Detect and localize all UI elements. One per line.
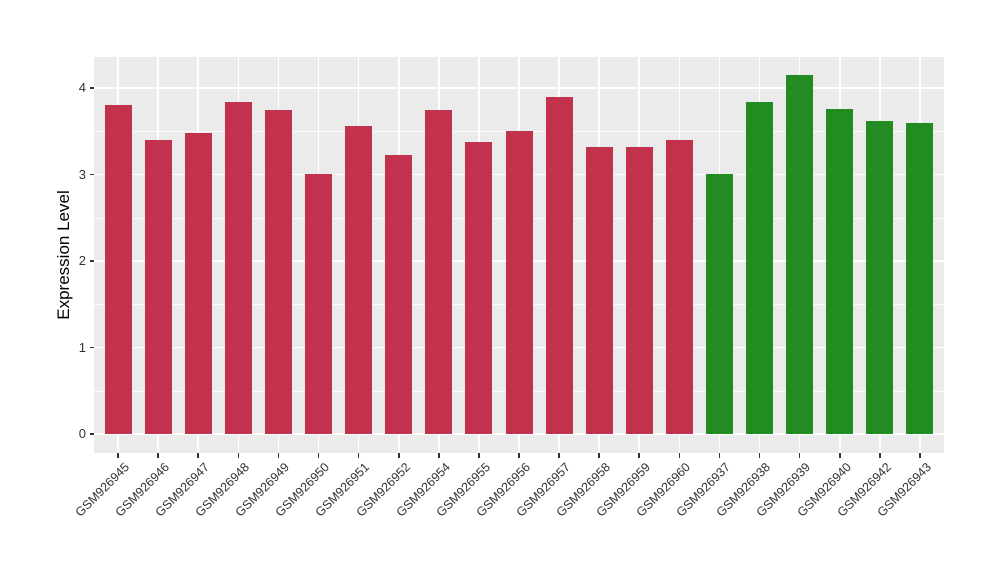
- y-tick: [89, 346, 94, 349]
- y-tick: [89, 260, 94, 262]
- bar: [585, 146, 613, 434]
- bar: [746, 101, 774, 434]
- x-tick: [718, 453, 721, 458]
- bar: [425, 109, 453, 434]
- x-tick: [357, 453, 360, 458]
- plot-panel: [94, 57, 944, 453]
- y-tick-label: 3: [78, 166, 86, 182]
- y-tick-label: 1: [78, 339, 86, 355]
- y-tick: [89, 433, 94, 435]
- x-tick: [879, 453, 881, 458]
- x-tick: [237, 453, 240, 458]
- x-tick: [397, 453, 400, 458]
- bar: [826, 108, 854, 434]
- bar: [144, 139, 172, 434]
- y-tick-label: 0: [78, 426, 86, 441]
- bar: [104, 105, 132, 434]
- x-tick: [678, 453, 681, 458]
- y-tick-label: 4: [78, 80, 86, 95]
- bar: [786, 75, 814, 434]
- bar: [906, 123, 934, 434]
- bar: [264, 110, 292, 434]
- y-tick-label: 2: [78, 253, 86, 268]
- x-tick: [798, 453, 801, 458]
- bar: [505, 131, 533, 434]
- x-tick: [919, 453, 921, 458]
- x-tick: [478, 453, 480, 458]
- x-tick: [157, 453, 159, 458]
- y-axis-title: Expression Level: [54, 190, 73, 320]
- x-tick: [518, 453, 520, 458]
- x-tick: [558, 453, 560, 458]
- bar: [665, 139, 693, 434]
- y-tick: [89, 173, 94, 176]
- x-tick: [277, 453, 280, 458]
- x-tick: [598, 453, 600, 458]
- x-tick: [317, 453, 320, 458]
- x-tick: [838, 453, 841, 458]
- x-tick: [758, 453, 761, 458]
- x-tick: [638, 453, 641, 458]
- bar: [705, 173, 733, 434]
- bar: [345, 126, 373, 434]
- bar: [305, 173, 333, 434]
- bar: [385, 155, 413, 434]
- x-tick: [438, 453, 440, 458]
- bar: [465, 142, 493, 434]
- bar: [625, 146, 653, 434]
- x-tick: [197, 453, 200, 458]
- x-tick: [117, 453, 119, 458]
- bar: [184, 132, 212, 434]
- y-tick: [89, 87, 94, 89]
- bar: [545, 96, 573, 434]
- bar: [224, 101, 252, 434]
- bar: [866, 120, 894, 434]
